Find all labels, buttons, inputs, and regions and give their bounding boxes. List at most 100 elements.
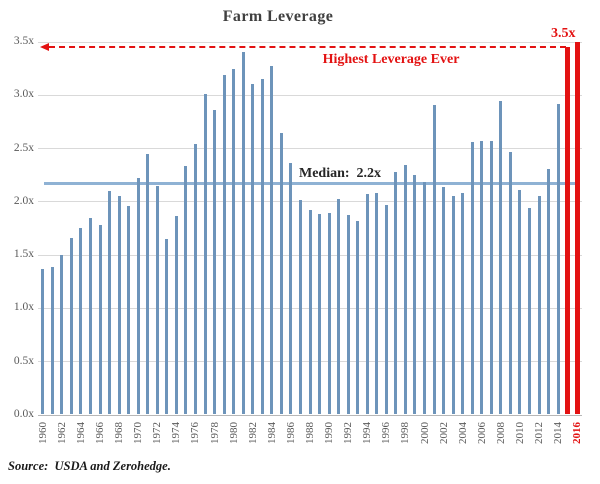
gridline-3.5x xyxy=(38,41,582,43)
bar-1962 xyxy=(60,255,64,414)
x-axis-tick-label-1960: 1960 xyxy=(36,422,49,444)
x-axis-tick-label-1988: 1988 xyxy=(304,422,316,444)
bar-1997 xyxy=(394,172,398,414)
bar-1983 xyxy=(260,79,264,414)
bar-1970 xyxy=(136,178,140,414)
bar-1987 xyxy=(298,199,302,414)
x-axis-tick-label-1964: 1964 xyxy=(74,422,87,444)
bar-1965 xyxy=(88,217,92,414)
bar-1981 xyxy=(241,51,245,414)
bar-1991 xyxy=(337,198,341,414)
bar-1989 xyxy=(318,213,322,414)
x-axis-tick-label-1990: 1990 xyxy=(323,422,336,444)
bar-1998 xyxy=(403,164,407,414)
x-axis-tick-label-1978: 1978 xyxy=(208,422,221,444)
x-axis-tick-label-1966: 1966 xyxy=(94,422,107,444)
bar-2016 xyxy=(574,42,580,414)
bar-1984 xyxy=(270,65,274,414)
x-axis-tick-label-1986: 1986 xyxy=(284,422,297,444)
gridline-3.0x xyxy=(38,94,582,96)
x-axis-tick-label-1968: 1968 xyxy=(113,422,126,444)
gridline-2.0x xyxy=(38,201,582,203)
bar-1967 xyxy=(108,191,112,414)
top-right-value-label: 3.5x xyxy=(551,26,576,41)
y-axis-tick-label: 3.5x xyxy=(13,35,34,47)
dashed-arrow-line xyxy=(49,46,566,48)
highest-leverage-annotation: Highest Leverage Ever xyxy=(322,52,460,67)
x-axis-tick-label-2004: 2004 xyxy=(456,422,469,444)
bar-2014 xyxy=(556,103,560,414)
x-axis-tick-label-1970: 1970 xyxy=(132,422,145,444)
bar-2013 xyxy=(547,168,551,414)
bar-2004 xyxy=(461,193,465,414)
bar-1977 xyxy=(203,94,207,414)
plot-area xyxy=(38,41,582,416)
gridline-2.5x xyxy=(38,148,582,150)
x-axis-tick-label-2008: 2008 xyxy=(494,422,507,444)
source-note: Source: USDA and Zerohedge. xyxy=(8,459,171,473)
bar-2006 xyxy=(480,141,484,414)
x-axis-tick-label-1998: 1998 xyxy=(399,422,412,444)
bar-1994 xyxy=(365,194,369,414)
bar-1990 xyxy=(327,212,331,414)
x-axis-tick-label-2012: 2012 xyxy=(533,422,546,444)
y-axis-tick-label: 0.0x xyxy=(13,408,34,420)
bar-2015 xyxy=(565,47,571,414)
bar-1961 xyxy=(50,266,54,414)
y-axis-tick-label: 2.0x xyxy=(13,194,34,207)
bar-1995 xyxy=(375,193,379,414)
bar-1999 xyxy=(413,175,417,414)
x-axis-tick-label-2014: 2014 xyxy=(552,422,565,444)
bar-2002 xyxy=(442,187,446,414)
bar-2009 xyxy=(508,151,512,414)
bar-1966 xyxy=(98,225,102,414)
x-axis-tick-label-1992: 1992 xyxy=(342,422,355,444)
bar-2011 xyxy=(528,208,531,414)
y-axis-tick-label: 3.0x xyxy=(13,88,34,101)
y-axis-tick-label: 0.5x xyxy=(13,354,34,367)
x-axis-tick-label-1994: 1994 xyxy=(361,422,374,444)
x-axis-tick-label-1996: 1996 xyxy=(380,422,393,444)
x-axis-tick-label-1984: 1984 xyxy=(265,422,278,444)
x-axis-tick-label-1972: 1972 xyxy=(151,422,164,444)
bar-1960 xyxy=(41,269,45,414)
bar-2007 xyxy=(489,141,493,414)
left-arrowhead-icon xyxy=(40,43,49,51)
y-axis-tick-label: 2.5x xyxy=(13,141,34,154)
bar-2001 xyxy=(432,104,436,414)
bar-1976 xyxy=(193,144,197,414)
bar-1986 xyxy=(289,162,293,414)
bar-1963 xyxy=(69,238,73,414)
x-axis-tick-label-2002: 2002 xyxy=(437,422,450,444)
bar-1993 xyxy=(356,221,360,414)
median-line xyxy=(44,182,578,186)
bar-1972 xyxy=(155,185,159,414)
y-axis-tick-label: 1.5x xyxy=(13,248,34,261)
x-axis-tick-label-2006: 2006 xyxy=(475,422,488,444)
bar-1969 xyxy=(127,206,131,414)
bar-1973 xyxy=(165,239,169,414)
bar-1964 xyxy=(79,227,83,414)
bar-1988 xyxy=(308,210,312,414)
bar-1974 xyxy=(174,215,178,414)
x-axis-tick-label-2010: 2010 xyxy=(513,422,526,444)
bar-1985 xyxy=(279,132,283,414)
gridline-0.0x xyxy=(38,414,582,416)
bar-1975 xyxy=(184,165,188,414)
x-axis-tick-label-1980: 1980 xyxy=(227,422,240,444)
bar-1992 xyxy=(346,214,350,414)
bar-2008 xyxy=(499,100,503,414)
x-axis-tick-label-1982: 1982 xyxy=(246,422,259,444)
bar-1980 xyxy=(232,68,236,414)
bar-2005 xyxy=(470,142,474,414)
y-axis-tick-label: 1.0x xyxy=(13,301,34,314)
x-axis-tick-label-2000: 2000 xyxy=(418,422,431,444)
bar-2003 xyxy=(451,195,455,414)
bar-1978 xyxy=(213,110,217,414)
x-axis-tick-label-1976: 1976 xyxy=(189,422,202,444)
bar-2012 xyxy=(537,195,541,414)
bar-2010 xyxy=(518,190,522,414)
median-annotation: Median: 2.2x xyxy=(299,166,382,181)
x-axis-tick-label-1962: 1962 xyxy=(55,422,68,444)
